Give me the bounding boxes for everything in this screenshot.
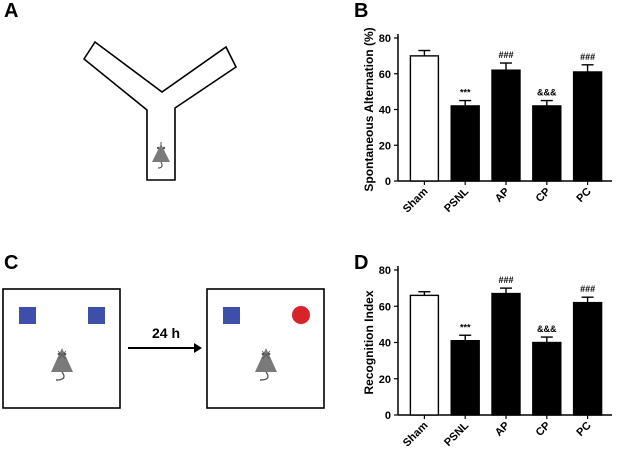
bar-ap (491, 292, 521, 416)
panel-label-a: A (4, 0, 19, 22)
mouse-icon (152, 142, 170, 169)
bar-ap (491, 69, 521, 182)
mouse-icon-training (51, 348, 73, 381)
y-axis-label: Spontaneous Alternation (%) (362, 27, 376, 191)
object-square-familiar (223, 307, 240, 324)
time-label: 24 h (152, 325, 180, 341)
object-recognition-diagram: 24 h (2, 288, 325, 409)
y-tick-label: 20 (379, 140, 391, 152)
object-circle-novel (292, 306, 310, 324)
y-tick-label: 80 (379, 265, 391, 277)
object-square-right (88, 307, 105, 324)
significance-label: &&& (537, 324, 557, 334)
y-tick-label: 60 (379, 69, 391, 81)
significance-label: ### (580, 52, 595, 62)
y-tick-label: 60 (379, 301, 391, 313)
bar-pc (572, 301, 603, 416)
significance-label: ### (498, 50, 513, 60)
y-maze-outline (82, 40, 238, 181)
mouse-icon-test (255, 348, 277, 381)
x-tick-label: Sham (401, 185, 431, 215)
test-arena (206, 288, 325, 409)
panel-label-c: C (4, 252, 19, 274)
x-tick-label: Sham (401, 419, 431, 448)
bar-psnl (450, 105, 480, 182)
significance-label: *** (460, 322, 471, 332)
bar-sham (409, 294, 440, 416)
y-tick-label: 0 (385, 410, 391, 422)
x-tick-label: PSNL (442, 185, 471, 214)
bar-sham (409, 55, 440, 182)
y-tick-label: 80 (379, 33, 391, 45)
time-arrow-head (194, 343, 202, 353)
x-tick-label: PC (574, 186, 593, 205)
object-square-left (19, 307, 36, 324)
bar-pc (572, 71, 603, 182)
y-tick-label: 0 (385, 176, 391, 188)
panel-label-b: B (354, 0, 369, 22)
x-tick-label: CP (534, 420, 553, 439)
bar-psnl (450, 339, 480, 416)
x-tick-label: AP (493, 186, 512, 205)
significance-label: ### (580, 284, 595, 294)
x-tick-label: PC (574, 420, 593, 439)
y-tick-label: 40 (379, 105, 391, 117)
chart-spontaneous-alternation: Spontaneous Alternation (%) 0 20 40 60 80 Sham… (362, 27, 612, 215)
significance-label: ### (498, 275, 513, 285)
significance-label: *** (460, 88, 471, 98)
x-tick-label: AP (493, 420, 512, 439)
x-tick-label: PSNL (442, 419, 471, 448)
y-tick-label: 40 (379, 338, 391, 350)
y-axis-label: Recognition Index (362, 290, 376, 394)
panel-label-d: D (354, 252, 369, 274)
x-tick-label: CP (534, 186, 553, 205)
training-arena (2, 288, 121, 409)
bar-cp (532, 341, 562, 416)
significance-label: &&& (537, 88, 557, 98)
y-tick-label: 20 (379, 374, 391, 386)
chart-recognition-index: Recognition Index 0 20 40 60 80 Sham *** PSNL ###… (362, 265, 612, 448)
bar-cp (532, 105, 562, 182)
y-maze-diagram (82, 40, 238, 181)
